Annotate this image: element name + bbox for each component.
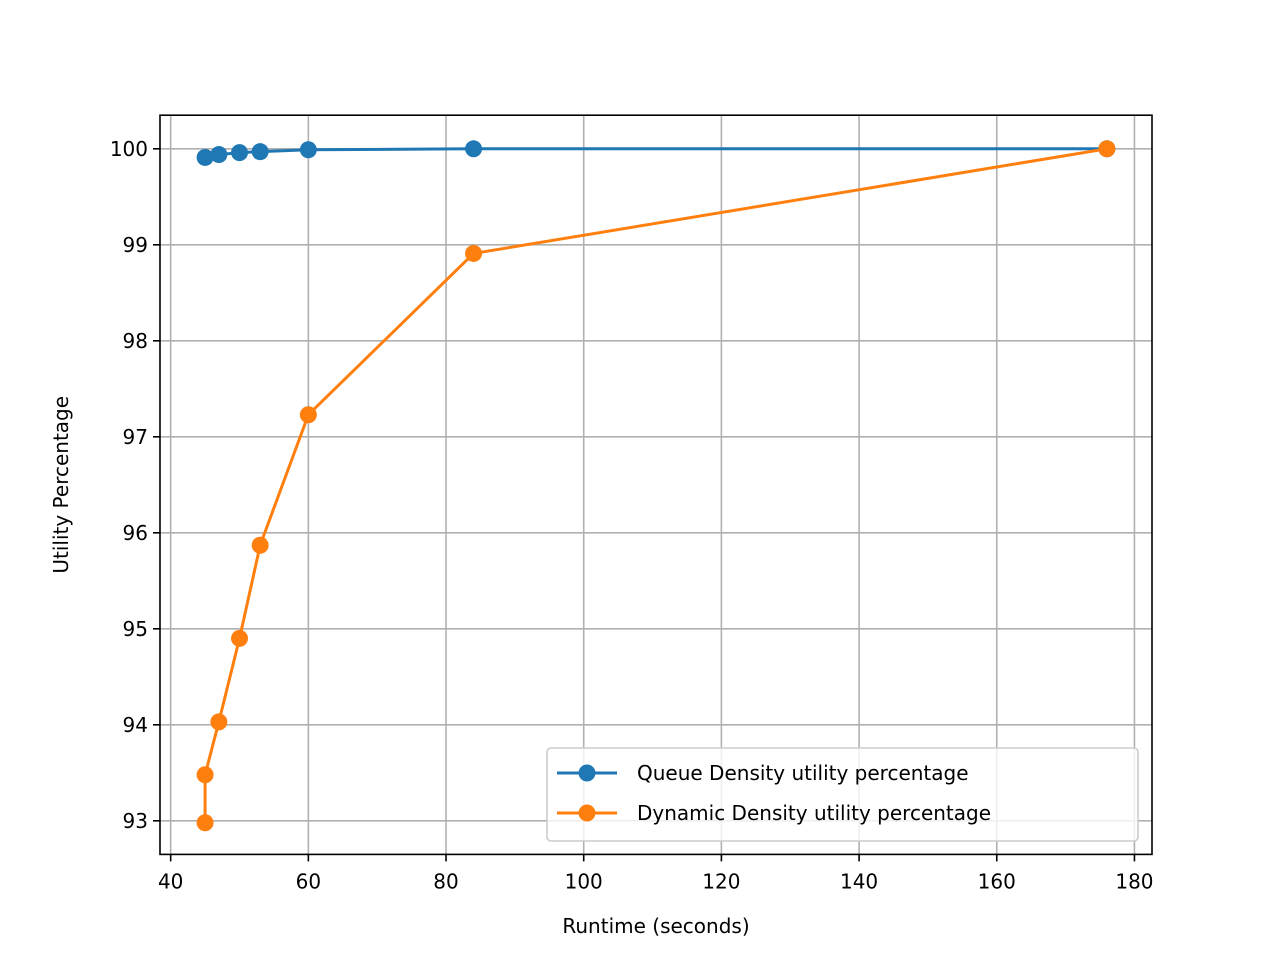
x-tick-label: 160 — [978, 869, 1016, 893]
data-point — [1098, 140, 1116, 158]
y-tick-label: 100 — [110, 137, 148, 161]
legend-label: Queue Density utility percentage — [637, 761, 969, 785]
x-tick-label: 180 — [1115, 869, 1153, 893]
grid — [160, 115, 1152, 855]
data-point — [210, 713, 228, 731]
data-point — [210, 146, 228, 164]
data-point — [196, 814, 214, 832]
x-tick-label: 140 — [840, 869, 878, 893]
plot-frame — [159, 114, 1153, 856]
y-axis: 93 94 95 96 97 98 99 100 — [110, 137, 160, 833]
legend-marker — [578, 764, 596, 782]
legend-marker — [578, 804, 596, 822]
data-point — [251, 536, 269, 554]
data-point — [231, 144, 249, 162]
y-tick-label: 95 — [123, 617, 148, 641]
x-tick-label: 60 — [296, 869, 321, 893]
data-point — [465, 244, 483, 262]
x-tick-label: 80 — [433, 869, 458, 893]
legend: Queue Density utility percentage Dynamic … — [546, 747, 1139, 842]
x-axis: 40 60 80 100 120 140 160 180 — [158, 854, 1154, 893]
y-tick-label: 93 — [123, 809, 148, 833]
legend-item: Dynamic Density utility percentage — [557, 801, 991, 825]
data-point — [196, 148, 214, 166]
x-tick-label: 120 — [702, 869, 740, 893]
y-tick-label: 96 — [123, 521, 148, 545]
data-point — [231, 629, 249, 647]
series-line — [203, 147, 1109, 825]
x-tick-label: 40 — [158, 869, 183, 893]
data-point — [299, 141, 317, 159]
y-axis-label: Utility Percentage — [49, 396, 73, 574]
y-tick-label: 99 — [123, 233, 148, 257]
y-tick-label: 98 — [123, 329, 148, 353]
data-point — [299, 406, 317, 424]
data-point — [465, 140, 483, 158]
legend-label: Dynamic Density utility percentage — [637, 801, 991, 825]
x-axis-label: Runtime (seconds) — [562, 914, 749, 938]
legend-item: Queue Density utility percentage — [557, 761, 969, 785]
y-tick-label: 94 — [123, 713, 148, 737]
data-point — [196, 766, 214, 784]
series-2 — [196, 140, 1116, 832]
legend-box — [546, 747, 1139, 842]
series-layer — [196, 140, 1116, 832]
x-tick-label: 100 — [565, 869, 603, 893]
data-point — [251, 143, 269, 161]
y-tick-label: 97 — [123, 425, 148, 449]
